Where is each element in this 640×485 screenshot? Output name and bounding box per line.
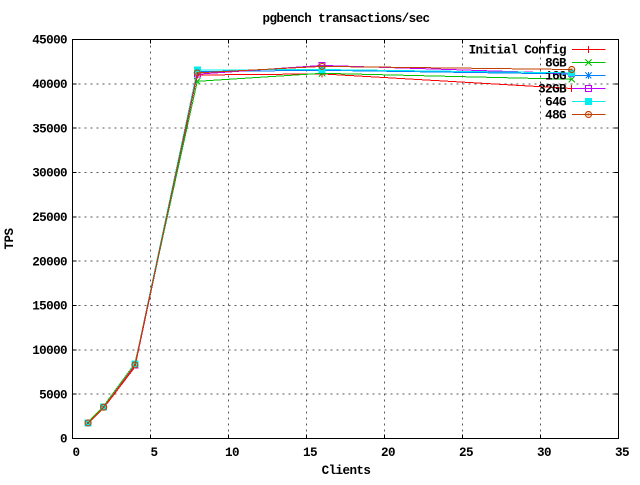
svg-text:15000: 15000	[32, 300, 67, 314]
svg-text:10: 10	[225, 446, 239, 460]
svg-text:45000: 45000	[32, 34, 67, 48]
svg-text:Initial Config: Initial Config	[469, 44, 566, 58]
svg-text:Clients: Clients	[322, 464, 371, 478]
svg-text:15: 15	[303, 446, 317, 460]
svg-text:0: 0	[60, 433, 67, 447]
svg-text:30000: 30000	[32, 167, 67, 181]
svg-text:5000: 5000	[39, 388, 67, 402]
svg-text:32GB: 32GB	[538, 83, 567, 97]
svg-text:10000: 10000	[32, 344, 67, 358]
svg-text:25: 25	[459, 446, 473, 460]
svg-text:16G: 16G	[545, 70, 566, 84]
svg-text:0: 0	[73, 446, 80, 460]
svg-text:pgbench transactions/sec: pgbench transactions/sec	[263, 12, 430, 26]
svg-text:48G: 48G	[545, 109, 566, 123]
svg-text:35000: 35000	[32, 122, 67, 136]
svg-text:64G: 64G	[545, 96, 566, 110]
svg-text:20: 20	[381, 446, 395, 460]
svg-text:5: 5	[151, 446, 158, 460]
svg-text:40000: 40000	[32, 78, 67, 92]
svg-text:35: 35	[615, 446, 629, 460]
svg-text:20000: 20000	[32, 255, 67, 269]
svg-text:30: 30	[537, 446, 551, 460]
svg-text:TPS: TPS	[3, 228, 17, 250]
svg-text:25000: 25000	[32, 211, 67, 225]
svg-text:8GB: 8GB	[545, 57, 567, 71]
